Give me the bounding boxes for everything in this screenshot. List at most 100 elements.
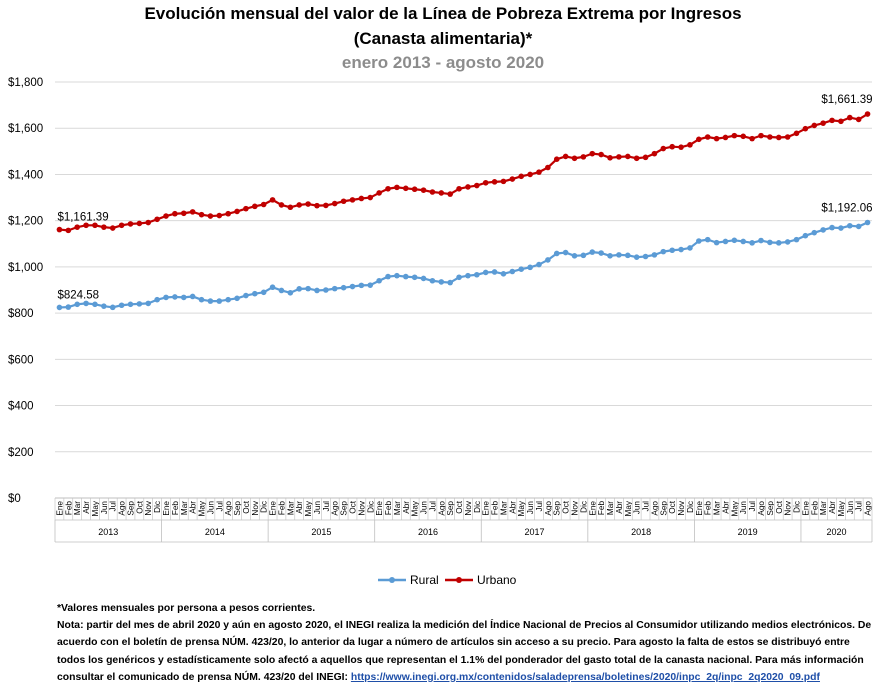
x-tick-label-month: Jun — [206, 501, 215, 515]
x-tick-label-month: Ago — [224, 501, 233, 516]
x-tick-label-month: May — [91, 500, 100, 516]
data-point-rural — [447, 279, 453, 286]
data-point-urbano — [296, 202, 303, 208]
line-chart: $0 $200 $400 $600 $800 $1,000 $1,200 $1,400 $1,6… — [8, 77, 873, 587]
data-point-rural — [562, 249, 569, 256]
x-tick-label-month: Mar — [606, 501, 615, 515]
x-tick-label-month: Mar — [73, 501, 82, 515]
data-point-urbano — [758, 132, 764, 139]
data-point-rural — [571, 252, 578, 259]
x-tick-label-month: Mar — [393, 501, 402, 515]
x-tick-label-month: Jul — [748, 501, 757, 512]
data-point-rural — [820, 227, 826, 233]
footnote-units: *Valores mensuales por persona a pesos c… — [57, 603, 316, 614]
x-tick-label-month: Nov — [464, 500, 473, 515]
x-tick-label-month: Dic — [366, 501, 375, 513]
x-tick-label-month: Mar — [180, 501, 189, 515]
x-tick-label-month: Dic — [473, 501, 482, 513]
series-line-rural — [59, 221, 869, 309]
x-tick-label-month: Oct — [562, 500, 571, 513]
data-point-rural — [802, 232, 809, 239]
x-tick-label-month: Mar — [499, 501, 508, 515]
data-point-rural — [829, 224, 835, 231]
data-point-rural — [740, 238, 747, 245]
x-tick-label-month: Jun — [846, 501, 855, 515]
data-point-urbano — [696, 136, 702, 143]
data-point-urbano — [580, 154, 587, 160]
x-tick-label-month: Sep — [126, 501, 135, 516]
legend-item-rural[interactable]: Rural — [378, 573, 439, 587]
data-point-rural — [811, 229, 818, 236]
x-tick-label-year: 2018 — [631, 527, 651, 537]
data-point-urbano — [127, 221, 134, 227]
data-point-rural — [225, 296, 231, 303]
x-tick-label-month: May — [730, 500, 739, 516]
data-point-rural — [598, 250, 604, 256]
data-point-urbano — [278, 202, 285, 208]
data-point-rural — [607, 252, 613, 259]
data-point-rural — [536, 261, 542, 268]
data-point-urbano — [376, 190, 382, 196]
x-tick-label-year: 2017 — [525, 527, 545, 537]
data-point-urbano — [323, 202, 329, 209]
data-point-urbano — [829, 117, 835, 124]
data-point-urbano — [269, 197, 276, 203]
inegi-link[interactable]: https://www.inegi.org.mx/contenidos/sala… — [350, 671, 820, 683]
x-tick-label-month: Jul — [109, 501, 118, 512]
x-tick-label-month: Ene — [55, 501, 64, 516]
data-point-rural — [518, 266, 525, 273]
x-tick-label-month: May — [411, 500, 420, 516]
data-point-rural — [385, 273, 391, 280]
x-tick-label-month: Dic — [153, 501, 162, 513]
x-tick-label-month: Feb — [491, 501, 500, 516]
footnote-note: Nota: partir del mes de abril 2020 y aún… — [57, 617, 879, 686]
x-tick-label-month: Nov — [677, 500, 686, 515]
data-point-urbano — [340, 198, 347, 205]
data-point-rural — [287, 289, 294, 296]
data-point-urbano — [651, 150, 658, 157]
data-point-urbano — [118, 222, 125, 229]
data-point-rural — [713, 239, 720, 246]
y-tick-label: $600 — [8, 354, 34, 366]
data-point-rural — [278, 287, 285, 294]
footnote-note-text: Nota: partir del mes de abril 2020 y aún… — [57, 620, 872, 683]
x-tick-label-month: Nov — [251, 500, 260, 515]
data-point-urbano — [660, 145, 667, 152]
legend-item-urbano[interactable]: Urbano — [445, 573, 517, 587]
x-tick-label-year: 2013 — [98, 527, 118, 537]
x-tick-label-month: May — [837, 500, 846, 516]
data-label-end-rural: $1,192.06 — [821, 203, 872, 215]
data-point-urbano — [713, 135, 720, 142]
data-point-urbano — [367, 194, 374, 201]
gridlines — [55, 81, 872, 453]
x-tick-label-month: Ene — [801, 501, 810, 516]
data-point-rural — [172, 294, 178, 300]
chart-subtitle: enero 2013 - agosto 2020 — [341, 53, 545, 72]
x-tick-label-month: Sep — [553, 501, 562, 516]
data-point-urbano — [571, 155, 578, 162]
legend-label-urbano: Urbano — [477, 573, 517, 587]
data-point-rural — [482, 269, 489, 276]
data-point-rural — [696, 238, 702, 244]
data-point-rural — [260, 289, 267, 296]
data-point-urbano — [491, 179, 498, 185]
chart-title: Evolución mensual del valor de la Línea … — [144, 4, 742, 23]
data-point-urbano — [482, 179, 489, 186]
x-tick-label-month: Feb — [597, 501, 606, 516]
data-point-urbano — [545, 164, 551, 171]
data-point-urbano — [704, 134, 711, 140]
data-point-urbano — [722, 134, 729, 141]
data-point-rural — [749, 240, 755, 246]
data-point-rural — [163, 294, 169, 301]
data-point-urbano — [793, 130, 800, 137]
data-point-rural — [500, 271, 507, 277]
data-point-urbano — [518, 173, 525, 180]
data-point-rural — [314, 287, 320, 294]
data-point-rural — [678, 246, 684, 253]
data-point-urbano — [394, 184, 400, 191]
series-points — [56, 111, 871, 311]
data-point-urbano — [740, 133, 747, 140]
data-point-urbano — [527, 171, 533, 178]
x-tick-label-month: Sep — [340, 501, 349, 516]
data-point-rural — [784, 239, 791, 245]
